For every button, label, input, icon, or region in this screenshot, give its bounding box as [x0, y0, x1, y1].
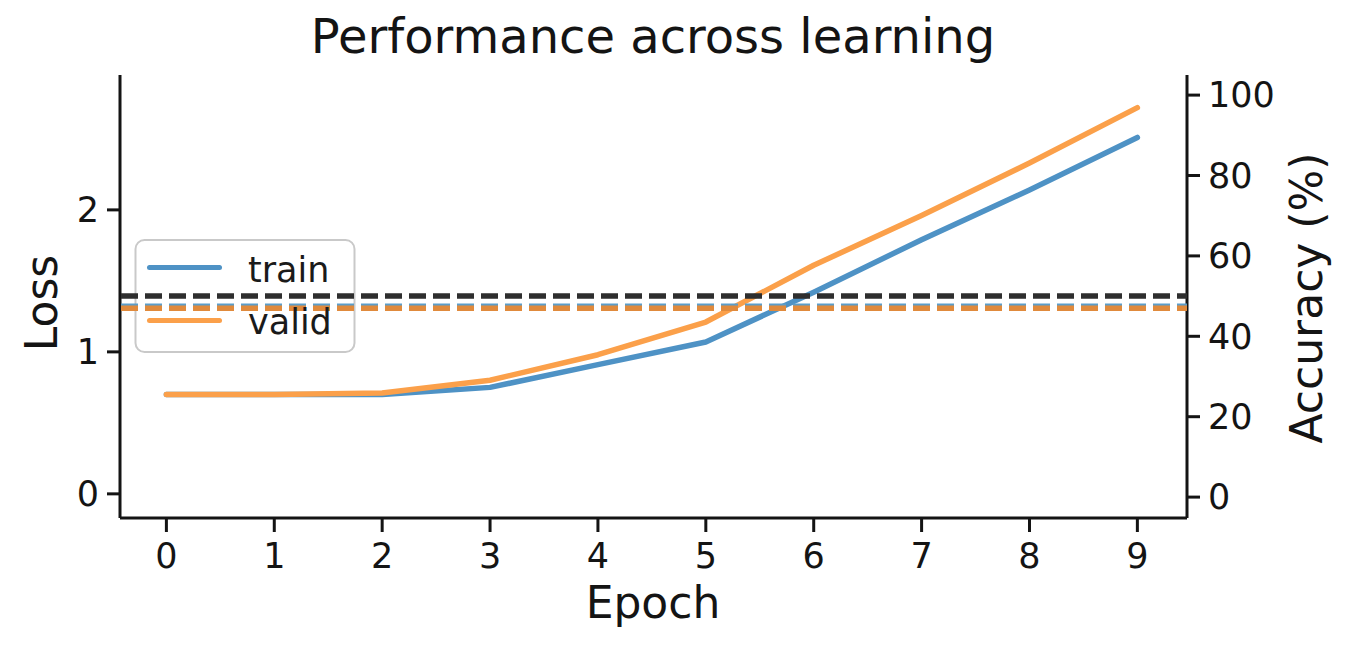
accuracy-tick-label: 0 — [1208, 477, 1230, 517]
legend-label-valid: valid — [248, 302, 332, 342]
left-axis-label: Loss — [16, 103, 68, 503]
legend-label-train: train — [248, 250, 329, 290]
x-tick-label: 1 — [263, 536, 285, 576]
x-tick-label: 7 — [910, 536, 932, 576]
accuracy-tick-label: 100 — [1208, 75, 1275, 115]
plot-area: 0123456789012020406080100 — [0, 0, 1350, 650]
x-tick-label: 8 — [1018, 536, 1040, 576]
chart-title: Performance across learning — [153, 12, 1153, 60]
right-axis-label: Accuracy (%) — [1281, 98, 1333, 498]
accuracy-tick-label: 80 — [1208, 156, 1253, 196]
loss-tick-label: 2 — [77, 190, 99, 230]
x-tick-label: 3 — [479, 536, 501, 576]
x-tick-label: 9 — [1126, 536, 1148, 576]
legend-train-sample-line — [147, 265, 222, 270]
x-tick-label: 2 — [371, 536, 393, 576]
legend-valid-sample-line — [147, 318, 222, 323]
accuracy-tick-label: 20 — [1208, 397, 1253, 437]
x-tick-label: 4 — [587, 536, 609, 576]
x-tick-label: 5 — [695, 536, 717, 576]
accuracy-tick-label: 60 — [1208, 236, 1253, 276]
x-tick-label: 6 — [803, 536, 825, 576]
x-axis-label: Epoch — [453, 577, 853, 629]
x-tick-label: 0 — [155, 536, 177, 576]
accuracy-tick-label: 40 — [1208, 317, 1253, 357]
loss-tick-label: 1 — [77, 332, 99, 372]
loss-tick-label: 0 — [77, 474, 99, 514]
figure: 0123456789012020406080100 Performance ac… — [0, 0, 1350, 650]
